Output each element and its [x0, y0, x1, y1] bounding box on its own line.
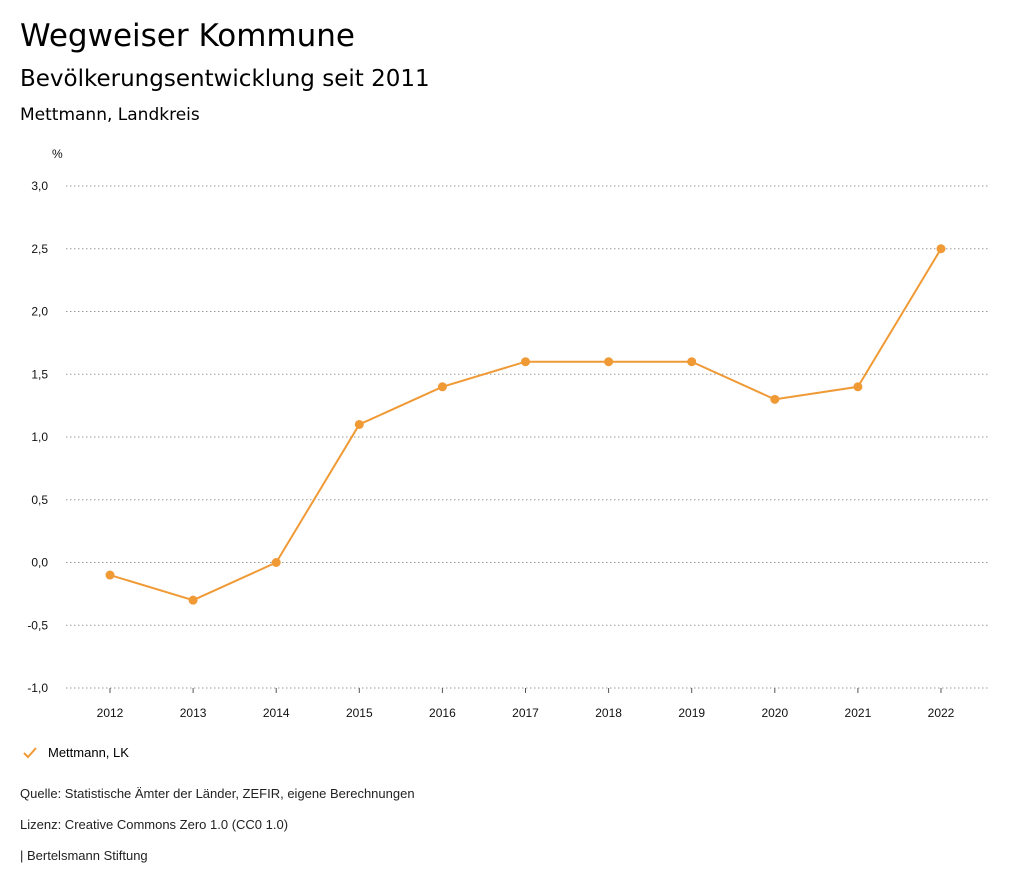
- data-point[interactable]: [105, 570, 115, 580]
- y-tick-label: 3,0: [31, 179, 48, 193]
- x-tick-label: 2016: [429, 706, 456, 720]
- check-icon: [23, 746, 37, 758]
- data-point[interactable]: [770, 394, 780, 404]
- series-line: [109, 248, 942, 602]
- x-tick-label: 2020: [761, 706, 788, 720]
- legend-label: Mettmann, LK: [48, 745, 129, 760]
- chart-title: Wegweiser Kommune: [20, 18, 355, 54]
- y-axis-ticks: -1,0 -0,5 0,0 0,5 1,0 1,5 2,0 2,5 3,0: [27, 179, 48, 695]
- y-tick-label: -1,0: [27, 681, 48, 695]
- data-point[interactable]: [604, 357, 614, 367]
- chart-subtitle: Bevölkerungsentwicklung seit 2011: [20, 66, 430, 92]
- data-point[interactable]: [437, 382, 447, 392]
- y-tick-label: 2,0: [31, 305, 48, 319]
- y-tick-label: 0,5: [31, 493, 48, 507]
- data-point[interactable]: [271, 558, 281, 567]
- data-point[interactable]: [188, 595, 198, 605]
- x-tick-label: 2021: [845, 706, 872, 720]
- y-tick-label: -0,5: [27, 618, 48, 632]
- x-tick-label: 2017: [512, 706, 539, 720]
- x-tick-label: 2015: [346, 706, 373, 720]
- x-axis-ticks: 2012 2013 2014 2015 2016 2017 2018 2019 2020 2021…: [97, 688, 955, 720]
- x-tick-label: 2013: [180, 706, 207, 720]
- x-tick-label: 2014: [263, 706, 290, 720]
- line-chart: % -1,0 -0,5 0,0 0,5 1,0 1,5 2,0 2,5 3,0 2012 2013…: [27, 147, 990, 720]
- y-axis-unit: %: [52, 147, 63, 161]
- license-note: Lizenz: Creative Commons Zero 1.0 (CC0 1…: [20, 817, 289, 832]
- x-tick-label: 2019: [678, 706, 705, 720]
- publisher-note: | Bertelsmann Stiftung: [20, 848, 148, 863]
- data-point[interactable]: [687, 357, 697, 367]
- x-tick-label: 2012: [97, 706, 124, 720]
- y-tick-label: 2,5: [31, 242, 48, 256]
- data-point[interactable]: [936, 244, 946, 254]
- source-note: Quelle: Statistische Ämter der Länder, Z…: [20, 786, 415, 801]
- region-name: Mettmann, Landkreis: [20, 105, 200, 125]
- gridlines: [66, 185, 990, 689]
- x-tick-label: 2022: [928, 706, 955, 720]
- x-tick-label: 2018: [595, 706, 622, 720]
- y-tick-label: 0,0: [31, 556, 48, 570]
- data-point[interactable]: [521, 357, 530, 367]
- y-tick-label: 1,5: [31, 367, 48, 381]
- legend[interactable]: Mettmann, LK: [22, 745, 129, 760]
- data-point[interactable]: [853, 382, 863, 392]
- series-group: [105, 244, 946, 605]
- y-tick-label: 1,0: [31, 430, 48, 444]
- data-point[interactable]: [354, 419, 364, 429]
